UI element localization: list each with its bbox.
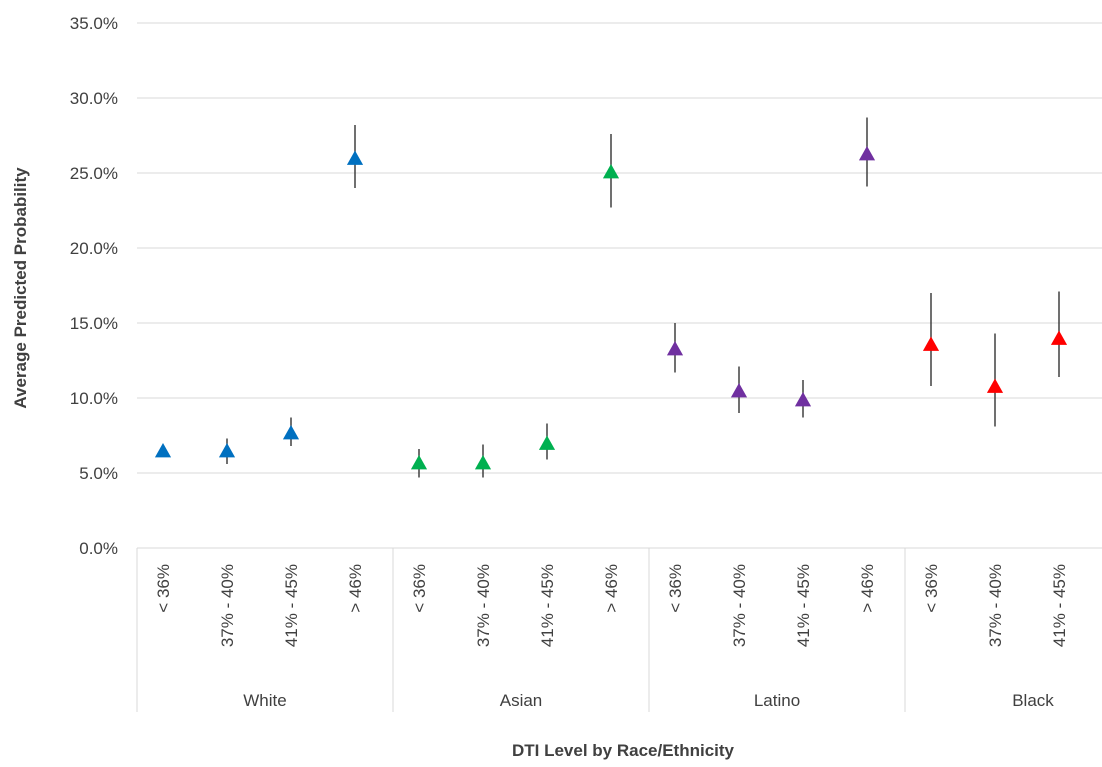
category-tick-label: 41% - 45% bbox=[538, 564, 557, 647]
data-point-marker bbox=[410, 455, 428, 470]
data-point-marker bbox=[474, 455, 492, 470]
markers bbox=[154, 146, 1068, 470]
category-tick-label: 41% - 45% bbox=[794, 564, 813, 647]
category-tick-label: < 36% bbox=[410, 564, 429, 613]
category-tick-label: 37% - 40% bbox=[986, 564, 1005, 647]
data-point-marker bbox=[666, 341, 684, 356]
error-bars bbox=[226, 117, 1060, 478]
y-tick-label: 10.0% bbox=[70, 389, 118, 408]
data-point-marker bbox=[986, 378, 1004, 393]
category-tick-label: > 46% bbox=[346, 564, 365, 613]
y-axis-ticks: 0.0% 5.0% 10.0% 15.0% 20.0% 25.0% 30.0% 35.0% bbox=[70, 14, 118, 558]
y-tick-label: 5.0% bbox=[79, 464, 118, 483]
category-tick-label: 41% - 45% bbox=[1050, 564, 1069, 647]
category-tick-label: > 46% bbox=[858, 564, 877, 613]
category-tick-label: > 46% bbox=[602, 564, 621, 613]
data-point-marker bbox=[858, 146, 876, 161]
gridlines bbox=[137, 22, 1102, 549]
group-label: Black bbox=[1012, 691, 1054, 710]
category-tick-label: 41% - 45% bbox=[282, 564, 301, 647]
data-point-marker bbox=[282, 425, 300, 440]
category-tick-label: 37% - 40% bbox=[730, 564, 749, 647]
group-label: Latino bbox=[754, 691, 800, 710]
x-axis-title: DTI Level by Race/Ethnicity bbox=[512, 741, 735, 760]
y-tick-label: 35.0% bbox=[70, 14, 118, 33]
category-tick-label: 37% - 40% bbox=[218, 564, 237, 647]
data-point-marker bbox=[730, 383, 748, 398]
data-point-marker bbox=[538, 435, 556, 450]
data-point-marker bbox=[154, 443, 172, 458]
data-point-marker bbox=[346, 150, 364, 165]
y-axis-title: Average Predicted Probability bbox=[11, 167, 30, 409]
category-tick-label: < 36% bbox=[666, 564, 685, 613]
y-tick-label: 30.0% bbox=[70, 89, 118, 108]
y-tick-label: 25.0% bbox=[70, 164, 118, 183]
category-tick-label: < 36% bbox=[154, 564, 173, 613]
data-point-marker bbox=[922, 336, 940, 351]
y-tick-label: 20.0% bbox=[70, 239, 118, 258]
x-axis: White < 36% 37% - 40% 41% - 45% > 46% Asian < … bbox=[136, 548, 1069, 712]
y-tick-label: 15.0% bbox=[70, 314, 118, 333]
category-tick-label: 37% - 40% bbox=[474, 564, 493, 647]
data-point-marker bbox=[218, 443, 236, 458]
category-tick-label: < 36% bbox=[922, 564, 941, 613]
y-tick-label: 0.0% bbox=[79, 539, 118, 558]
data-point-marker bbox=[794, 392, 812, 407]
group-label: Asian bbox=[500, 691, 543, 710]
data-point-marker bbox=[1050, 330, 1068, 345]
group-label: White bbox=[243, 691, 286, 710]
data-point-marker bbox=[602, 164, 620, 179]
